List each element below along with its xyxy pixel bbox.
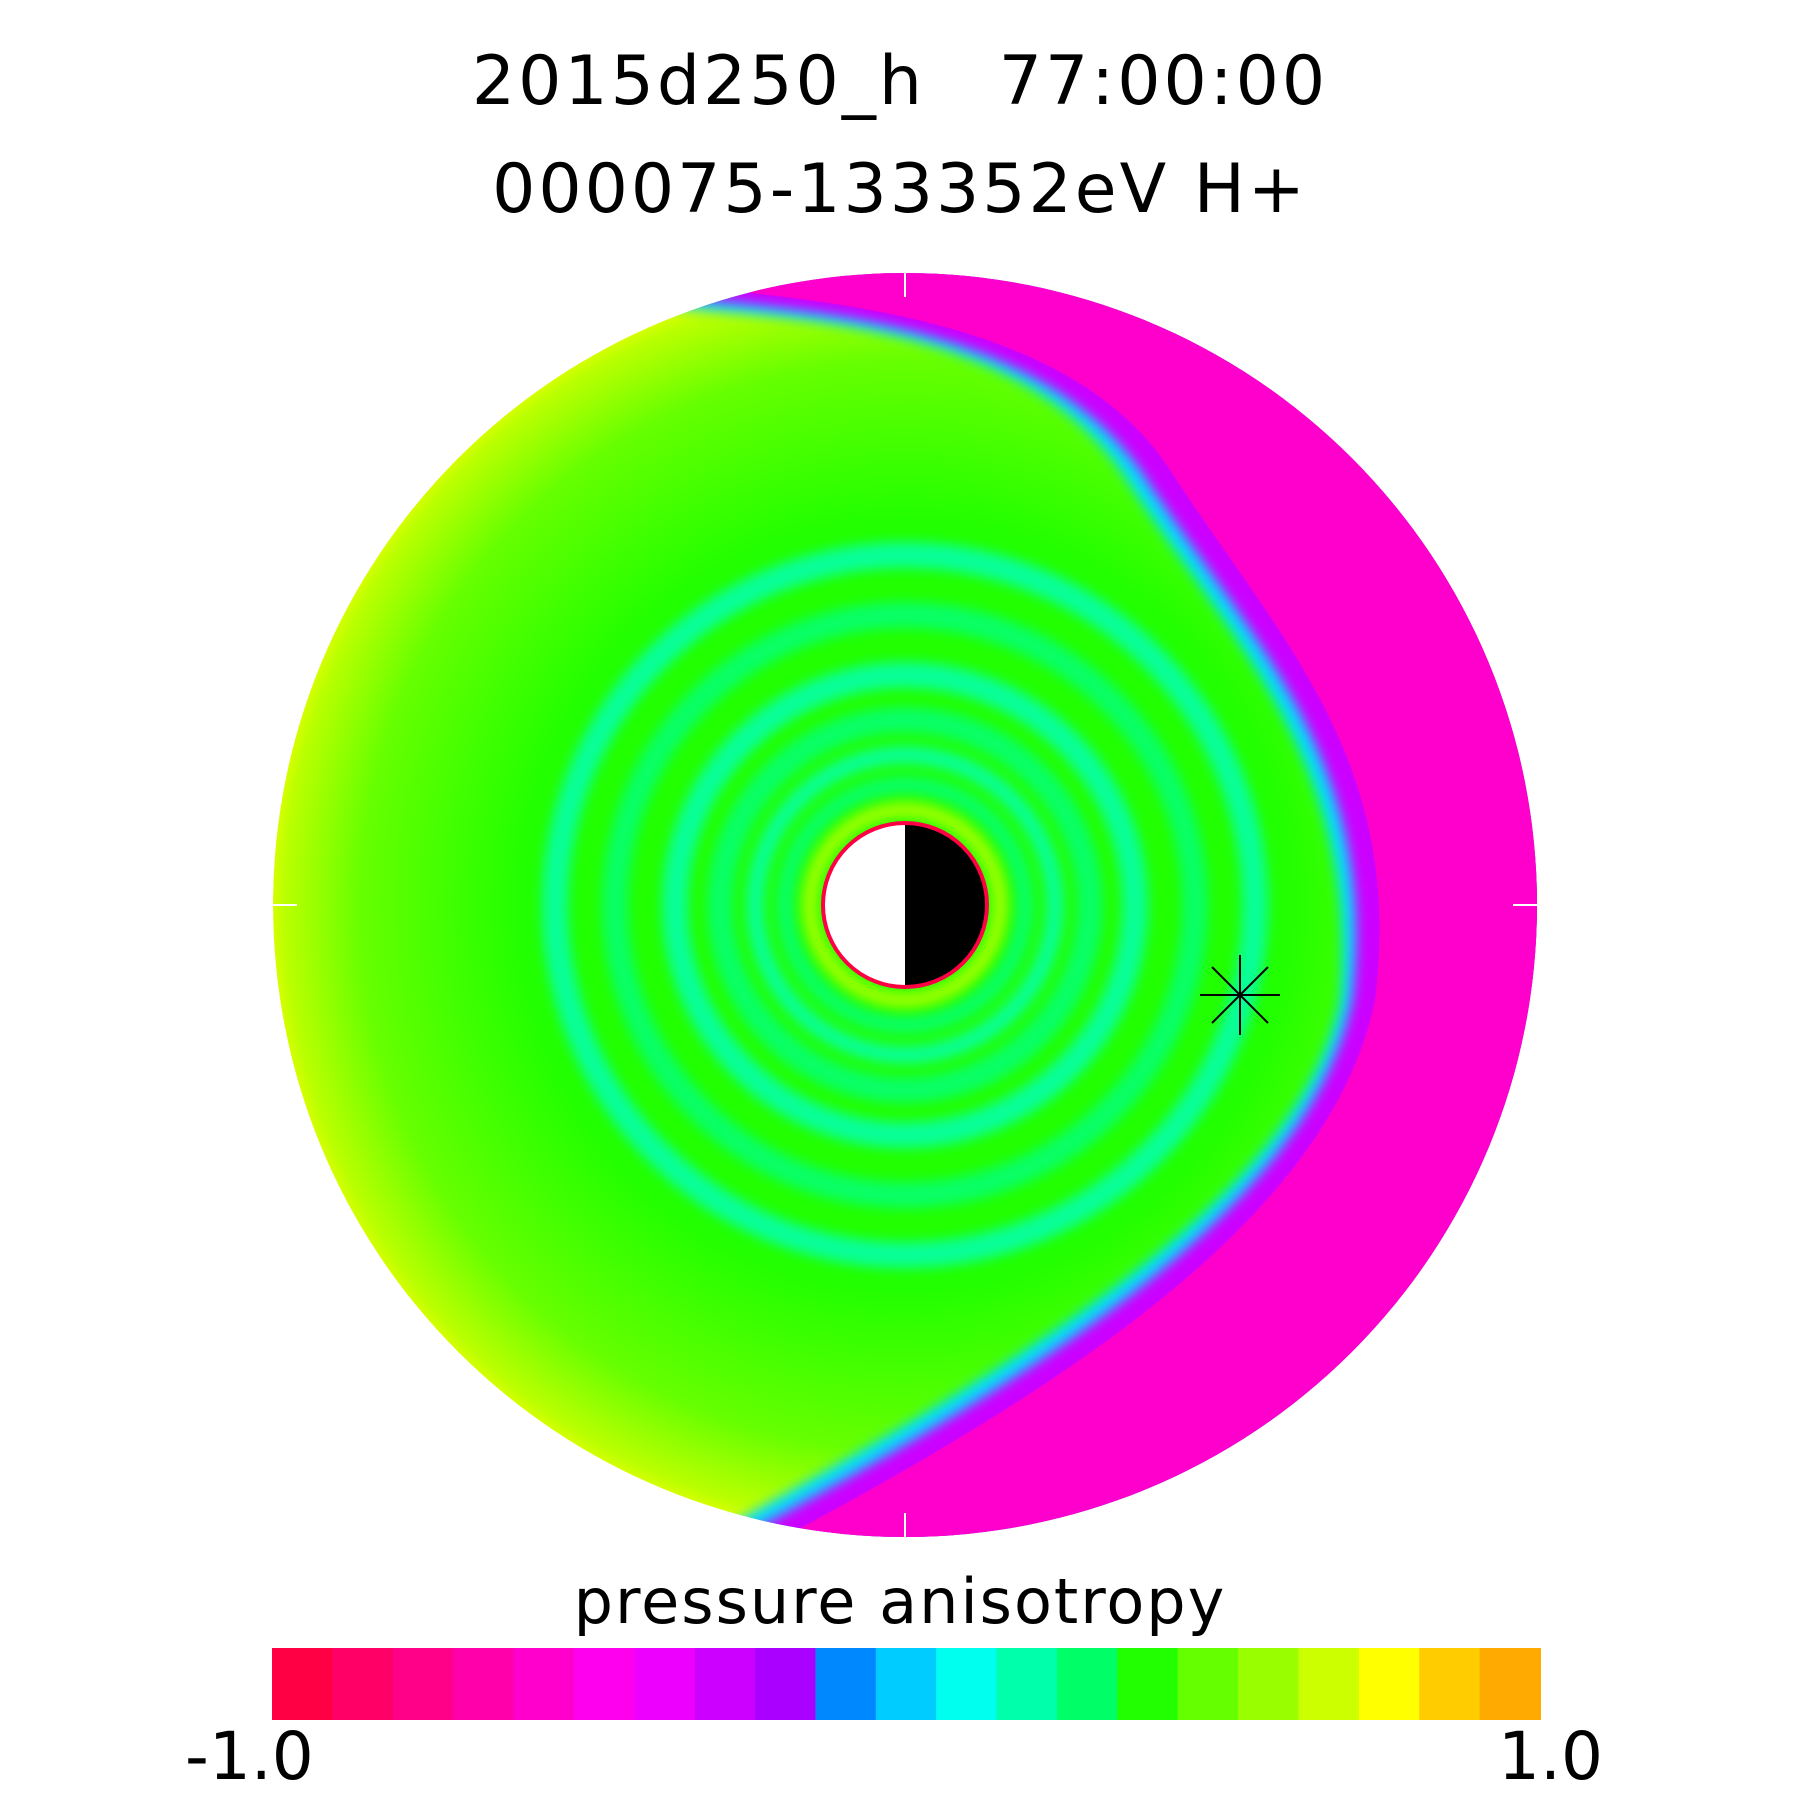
colorbar-segment xyxy=(453,1648,515,1720)
earth-symbol xyxy=(821,821,989,989)
earth-nightside xyxy=(905,823,987,987)
colorbar-segment xyxy=(1479,1648,1541,1720)
colorbar xyxy=(272,1648,1541,1720)
field-ring xyxy=(662,662,1148,1148)
field-inner-ring xyxy=(803,803,1007,1007)
axis-ticks xyxy=(273,273,1537,1537)
colorbar-segment xyxy=(1117,1648,1179,1720)
colorbar-segment xyxy=(936,1648,998,1720)
field-ring xyxy=(746,746,1064,1064)
colorbar-segment xyxy=(1298,1648,1360,1720)
colorbar-segment xyxy=(996,1648,1058,1720)
field-ring xyxy=(602,602,1208,1208)
colorbar-min-label: -1.0 xyxy=(185,1718,314,1795)
colorbar-segment xyxy=(755,1648,817,1720)
earth-outline xyxy=(821,821,989,989)
colorbar-segment xyxy=(272,1648,334,1720)
colorbar-segment xyxy=(1238,1648,1300,1720)
colorbar-segment xyxy=(513,1648,575,1720)
field-ring xyxy=(707,707,1103,1103)
plot-title-run: 2015d250_h 77:00:00 xyxy=(471,42,1329,121)
field-negative-region xyxy=(640,273,1537,1537)
earth-dayside xyxy=(823,823,905,987)
field-ring xyxy=(542,542,1268,1268)
colorbar-max-label: 1.0 xyxy=(1498,1718,1603,1795)
colorbar-segment xyxy=(875,1648,938,1720)
colorbar-segment xyxy=(332,1648,394,1720)
colorbar-segment xyxy=(815,1648,877,1720)
colorbar-segment xyxy=(1056,1648,1119,1720)
satellite-marker xyxy=(1200,955,1280,1035)
colorbar-label: pressure anisotropy xyxy=(573,1565,1227,1638)
colorbar-segment xyxy=(694,1648,757,1720)
colorbar-segment xyxy=(1419,1648,1481,1720)
colorbar-segment xyxy=(1177,1648,1240,1720)
marker-stroke xyxy=(1211,966,1269,1024)
colorbar-segment xyxy=(392,1648,455,1720)
plot-title-energy: 000075-133352eV H+ xyxy=(492,150,1308,229)
colorbar-segment xyxy=(573,1648,636,1720)
field-ring xyxy=(776,776,1034,1034)
colorbar-segment xyxy=(634,1648,696,1720)
colorbar-segment xyxy=(1358,1648,1421,1720)
